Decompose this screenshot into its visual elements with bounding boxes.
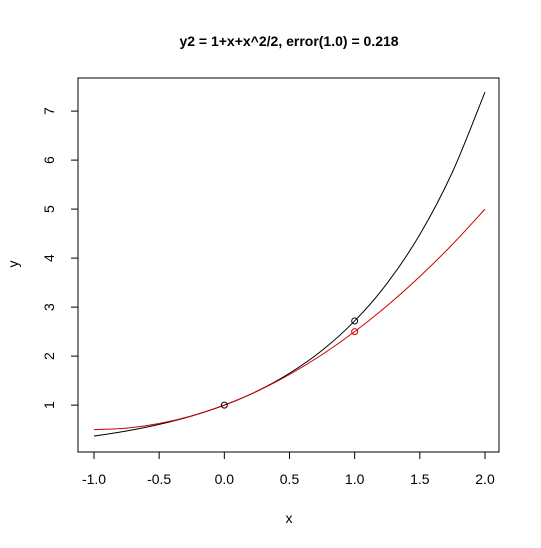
x-tick-label: -1.0 [82, 471, 106, 487]
plot-frame [77, 77, 500, 453]
data-point-2 [351, 328, 359, 336]
y-tick-label: 6 [41, 156, 57, 164]
x-tick-label: 0.0 [215, 471, 235, 487]
x-tick-label: -0.5 [147, 471, 171, 487]
y-tick-label: 7 [41, 107, 57, 115]
x-axis-label: x [286, 510, 293, 526]
y-tick-label: 2 [41, 352, 57, 360]
points-layer [220, 317, 359, 409]
series-line-1 [93, 208, 486, 431]
y-tick-label: 1 [41, 401, 57, 409]
chart-title: y2 = 1+x+x^2/2, error(1.0) = 0.218 [179, 33, 398, 49]
series-line-0 [93, 91, 486, 437]
y-axis-label: y [5, 261, 21, 268]
y-tick-label: 3 [41, 303, 57, 311]
series-layer [93, 91, 486, 437]
x-axis: -1.0 -0.5 0.0 0.5 1.0 1.5 2.0 [82, 451, 495, 487]
x-tick-label: 1.0 [345, 471, 365, 487]
data-point-0 [220, 401, 228, 409]
y-axis: 1 2 3 4 5 6 7 [41, 107, 79, 409]
x-tick-label: 2.0 [475, 471, 495, 487]
x-tick-label: 1.5 [410, 471, 430, 487]
data-point-1 [351, 317, 359, 325]
y-tick-label: 5 [41, 205, 57, 213]
x-tick-label: 0.5 [280, 471, 300, 487]
y-tick-label: 4 [41, 254, 57, 262]
